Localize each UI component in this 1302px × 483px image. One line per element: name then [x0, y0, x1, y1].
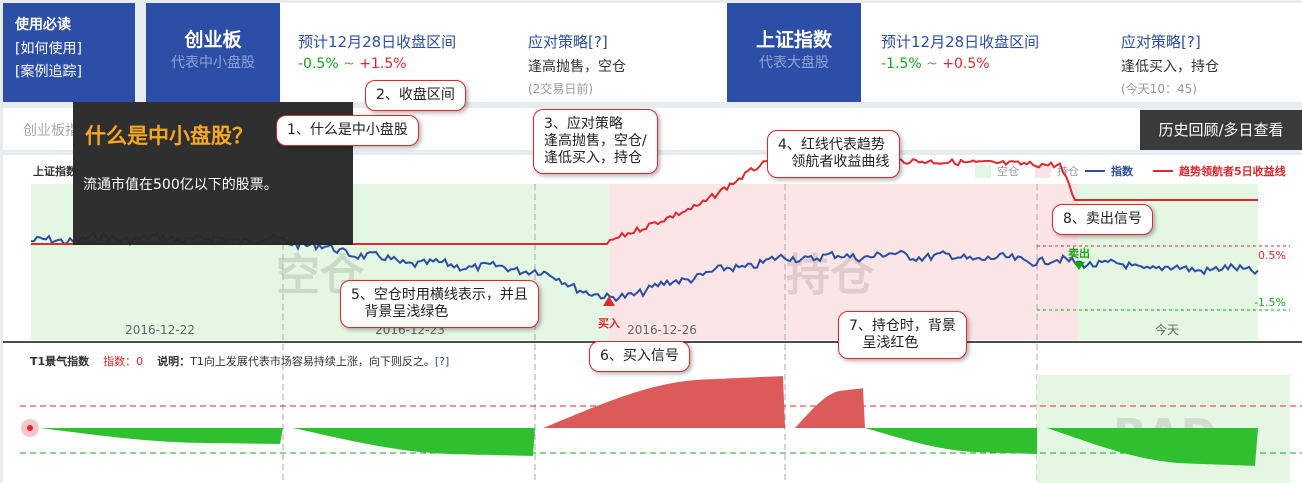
cyb-high: +1.5%	[359, 56, 407, 72]
sh-info: 预计12月28日收盘区间 -1.5% ~ +0.5% 应对策略[?] 逢低买入，…	[861, 3, 1302, 102]
sh-range-title: 预计12月28日收盘区间	[881, 33, 1040, 51]
t1-value: 指数：0	[103, 355, 144, 368]
sh-name: 上证指数	[755, 29, 832, 51]
t1-title: T1景气指数	[30, 355, 90, 368]
cyb-time: (2交易日前)	[528, 82, 593, 96]
legend-empty-swatch	[975, 164, 991, 178]
lower-bound-label: -1.5%	[1254, 296, 1286, 309]
how-to-use-link[interactable]: [如何使用]	[15, 41, 82, 57]
t1-negative-area	[40, 428, 283, 444]
callout-8: 8、卖出信号	[1052, 204, 1153, 235]
cyb-low: -0.5%	[298, 56, 339, 72]
legend-leader: 趋势领航者5日收益线	[1179, 165, 1286, 178]
cyb-name: 创业板	[184, 29, 242, 51]
range-sep: ~	[343, 56, 355, 72]
tooltip-body: 流通市值在500亿以下的股票。	[83, 177, 278, 193]
t1-desc-label: 说明：	[157, 355, 191, 368]
history-button[interactable]: 历史回顾/多日查看	[1140, 110, 1302, 150]
sh-high: +0.5%	[942, 56, 990, 72]
callout-4: 4、红线代表趋势 领航者收益曲线	[767, 130, 901, 178]
guide-title: 使用必读	[15, 17, 71, 33]
case-tracking-link[interactable]: [案例追踪]	[15, 64, 82, 80]
buy-marker-icon	[603, 296, 615, 306]
t1-negative-area	[1047, 428, 1258, 466]
date-label: 2016-12-26	[627, 323, 697, 337]
cyb-strategy: 逢高抛售，空仓	[528, 59, 626, 75]
date-label: 2016-12-22	[125, 323, 195, 337]
sh-time: (今天10：45)	[1121, 82, 1197, 96]
legend-index-swatch	[1085, 170, 1105, 172]
tooltip-title: 什么是中小盘股？	[85, 124, 253, 148]
upper-bound-label: 0.5%	[1258, 249, 1286, 262]
cyb-desc: 代表中小盘股	[171, 55, 255, 71]
hold-watermark: 持仓	[786, 250, 875, 301]
callout-6: 6、买入信号	[589, 341, 690, 372]
t1-positive-area	[795, 388, 865, 428]
guide-panel: 使用必读 [如何使用] [案例追踪]	[3, 3, 135, 102]
callout-2: 2、收盘区间	[365, 80, 466, 111]
cyb-info: 预计12月28日收盘区间 -0.5% ~ +1.5% 应对策略[?] 逢高抛售，…	[280, 3, 727, 102]
sh-strategy-title[interactable]: 应对策略[?]	[1121, 33, 1201, 51]
range-sep: ~	[926, 56, 938, 72]
buy-label: 买入	[598, 317, 620, 330]
sh-low: -1.5%	[881, 56, 922, 72]
date-label: 今天	[1155, 322, 1179, 337]
t1-desc: T1向上发展代表市场容易持续上涨，向下则反之。	[190, 355, 435, 368]
callout-7: 7、持仓时，背景 呈浅红色	[838, 311, 967, 359]
subheader-text: 创业板指	[23, 123, 79, 139]
legend-index: 指数	[1111, 165, 1133, 178]
t1-header: T1景气指数 指数：0 说明：T1向上发展代表市场容易持续上涨，向下则反之。[?…	[30, 353, 449, 369]
sell-label: 卖出	[1068, 246, 1090, 260]
t1-help-link[interactable]: [?]	[434, 355, 450, 368]
sell-marker-icon	[1073, 262, 1085, 270]
chart-legend: 空仓 持仓 指数 趋势领航者5日收益线	[975, 163, 1286, 179]
cyb-tab[interactable]: 创业板 代表中小盘股	[146, 3, 280, 102]
sh-desc: 代表大盘股	[759, 55, 829, 71]
sh-tab[interactable]: 上证指数 代表大盘股	[727, 3, 861, 102]
t1-negative-area	[293, 428, 535, 456]
cyb-strategy-title[interactable]: 应对策略[?]	[528, 33, 608, 51]
sh-strategy: 逢低买入，持仓	[1121, 59, 1219, 75]
callout-5: 5、空仓时用横线表示，并且 背景呈浅绿色	[340, 280, 539, 328]
callout-3: 3、应对策略 逢高抛售，空仓/ 逢低买入，持仓	[533, 109, 658, 174]
t1-positive-area	[543, 376, 785, 428]
legend-leader-swatch	[1153, 170, 1173, 172]
chart-title: 上证指数	[33, 165, 77, 178]
callout-1: 1、什么是中小盘股	[276, 115, 419, 146]
cyb-range-title: 预计12月28日收盘区间	[298, 33, 457, 51]
t1-negative-area	[865, 428, 1037, 454]
legend-empty: 空仓	[997, 165, 1019, 178]
